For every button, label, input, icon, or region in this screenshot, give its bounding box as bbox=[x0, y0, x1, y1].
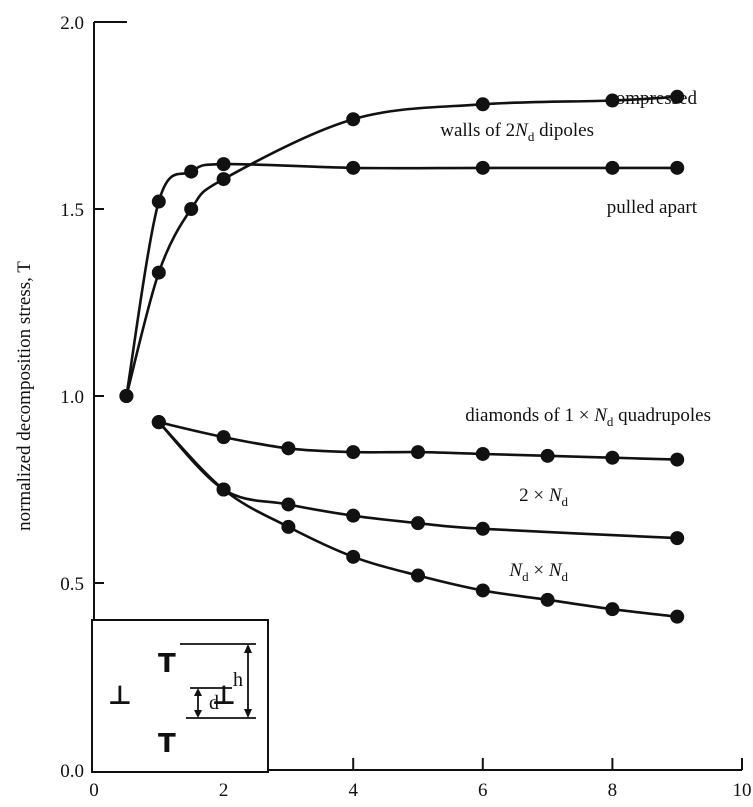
x-ticks: 0 2 4 6 8 10 bbox=[89, 758, 752, 801]
x-tick-label: 0 bbox=[89, 780, 99, 801]
annotation-2xNd: 2 × Nd bbox=[519, 485, 568, 509]
annotation-pulled-apart: pulled apart bbox=[607, 197, 698, 218]
data-point bbox=[605, 450, 620, 465]
x-tick-label: 8 bbox=[608, 780, 618, 801]
data-point bbox=[411, 445, 425, 460]
data-point bbox=[216, 430, 231, 445]
data-point bbox=[346, 112, 361, 127]
data-point bbox=[670, 160, 685, 175]
data-point bbox=[119, 389, 134, 403]
series-3 bbox=[151, 415, 685, 546]
y-axis-title: normalized decomposition stress, T bbox=[14, 261, 35, 531]
x-tick-label: 10 bbox=[733, 780, 752, 801]
data-point bbox=[670, 452, 685, 467]
x-tick-label: 2 bbox=[219, 780, 229, 801]
x-tick-label: 6 bbox=[478, 780, 488, 801]
data-point bbox=[216, 482, 231, 497]
annotations: compressed walls of 2Nd dipoles pulled a… bbox=[440, 88, 711, 584]
data-point bbox=[346, 160, 361, 175]
data-point bbox=[281, 519, 296, 534]
d-arrow-top bbox=[194, 688, 202, 696]
data-point bbox=[475, 583, 490, 598]
data-point bbox=[281, 497, 296, 512]
data-point bbox=[346, 508, 361, 523]
data-point bbox=[605, 93, 620, 108]
data-point bbox=[411, 568, 425, 583]
inset-label-d: d bbox=[209, 692, 219, 714]
data-point bbox=[184, 164, 199, 179]
inset-diagram: ⊥ T ⊥ T h d bbox=[91, 619, 269, 773]
data-point bbox=[151, 194, 166, 209]
annotation-compressed: compressed bbox=[607, 88, 697, 109]
data-point bbox=[475, 521, 490, 536]
annotation-walls: walls of 2Nd dipoles bbox=[440, 120, 594, 144]
series-0 bbox=[119, 89, 685, 403]
series-line bbox=[125, 162, 678, 397]
data-point bbox=[670, 609, 685, 624]
data-point bbox=[281, 441, 296, 456]
data-point bbox=[540, 448, 555, 463]
h-arrow-top bbox=[244, 644, 252, 653]
annotation-diamonds: diamonds of 1 × Nd quadrupoles bbox=[465, 405, 711, 429]
series-layer bbox=[119, 89, 685, 624]
data-point bbox=[605, 160, 620, 175]
series-1 bbox=[119, 157, 685, 403]
data-point bbox=[670, 531, 685, 546]
x-tick-label: 4 bbox=[348, 780, 358, 801]
d-arrow-bottom bbox=[194, 710, 202, 718]
h-arrow-bottom bbox=[244, 709, 252, 718]
annotation-NdxNd: Nd × Nd bbox=[508, 560, 568, 584]
y-axis-title-text: normalized decomposition stress, T bbox=[14, 261, 35, 531]
data-point bbox=[670, 89, 685, 104]
data-point bbox=[346, 445, 361, 460]
series-4 bbox=[151, 415, 685, 624]
data-point bbox=[346, 549, 361, 564]
series-line bbox=[125, 95, 678, 397]
data-point bbox=[475, 446, 490, 461]
data-point bbox=[475, 97, 490, 112]
y-tick-label: 0.0 bbox=[60, 761, 84, 782]
data-point bbox=[540, 592, 555, 607]
y-ticks: 0.0 0.5 1.0 1.5 2.0 bbox=[60, 13, 104, 782]
inset-frame bbox=[91, 619, 269, 773]
y-tick-label: 1.0 bbox=[60, 387, 84, 408]
data-point bbox=[605, 602, 620, 617]
dislocation-symbol-up: ⊥ bbox=[108, 681, 132, 711]
data-point bbox=[184, 202, 199, 216]
data-point bbox=[216, 157, 231, 172]
data-point bbox=[151, 265, 166, 280]
data-point bbox=[216, 172, 231, 187]
y-tick-label: 1.5 bbox=[60, 200, 84, 221]
y-tick-label: 0.5 bbox=[60, 574, 84, 595]
data-point bbox=[151, 415, 166, 430]
dislocation-symbol-down-top: T bbox=[158, 649, 176, 679]
series-2 bbox=[151, 415, 685, 467]
data-point bbox=[475, 160, 490, 175]
data-point bbox=[411, 516, 425, 531]
dislocation-symbol-down-bottom: T bbox=[158, 729, 176, 759]
inset-label-h: h bbox=[233, 669, 243, 691]
y-tick-label: 2.0 bbox=[60, 13, 84, 34]
